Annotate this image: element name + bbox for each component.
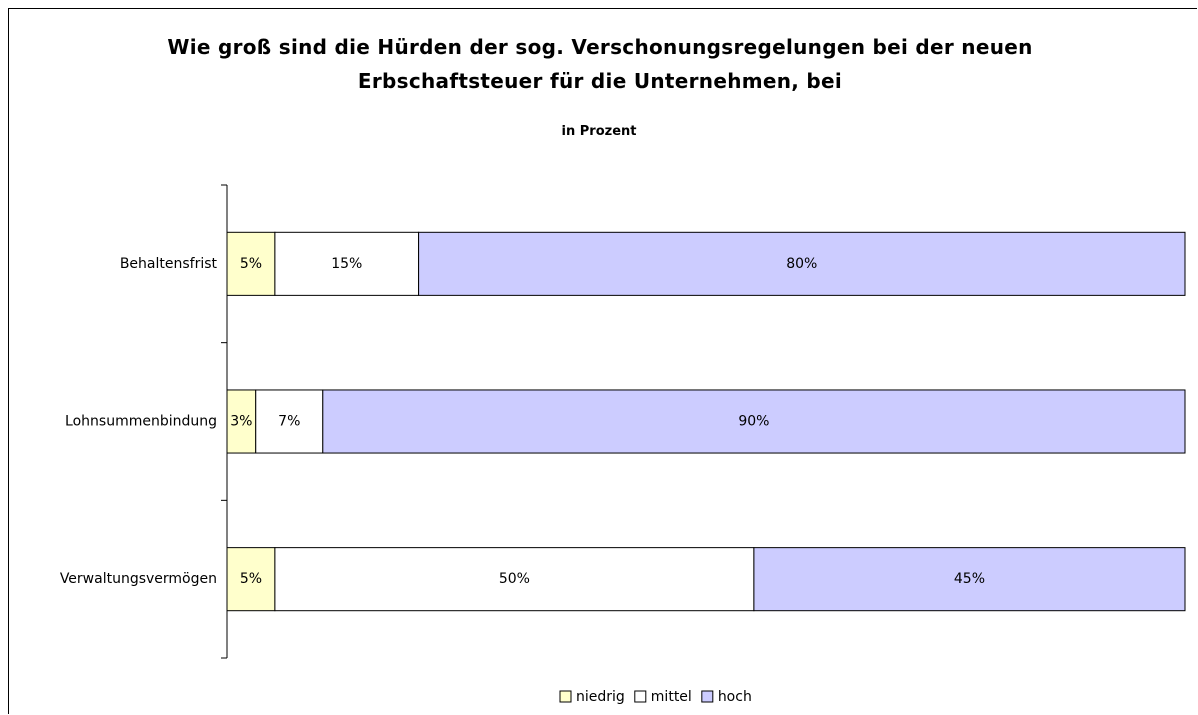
bar-segment <box>255 389 324 454</box>
bar-segment <box>226 231 276 296</box>
data-label: 5% <box>240 256 262 272</box>
chart-frame <box>8 8 1197 714</box>
legend-label: niedrig <box>576 689 625 705</box>
data-label: 90% <box>738 414 769 430</box>
data-label: 5% <box>240 571 262 587</box>
legend-swatch <box>701 690 714 703</box>
data-label: 50% <box>499 571 530 587</box>
data-label: 80% <box>786 256 817 272</box>
legend-label: mittel <box>651 689 692 705</box>
y-tick-label: Behaltensfrist <box>120 256 218 272</box>
bar-segment <box>753 547 1186 612</box>
data-label: 45% <box>954 571 985 587</box>
chart-title: Wie groß sind die Hürden der sog. Versch… <box>167 35 1033 93</box>
data-label: 15% <box>331 256 362 272</box>
data-label: 3% <box>230 414 252 430</box>
legend-swatch <box>559 690 572 703</box>
bar-segment <box>226 389 257 454</box>
bar-segment <box>274 231 420 296</box>
bar-segment <box>274 547 755 612</box>
data-label: 7% <box>278 414 300 430</box>
bar-segment <box>226 547 276 612</box>
y-tick-label: Verwaltungsvermögen <box>60 571 217 587</box>
chart-subtitle: in Prozent <box>561 124 637 139</box>
legend-swatch <box>634 690 647 703</box>
bar-segment <box>322 389 1186 454</box>
bar-segment <box>418 231 1186 296</box>
legend-label: hoch <box>718 689 752 705</box>
y-tick-label: Lohnsummenbindung <box>65 414 217 430</box>
